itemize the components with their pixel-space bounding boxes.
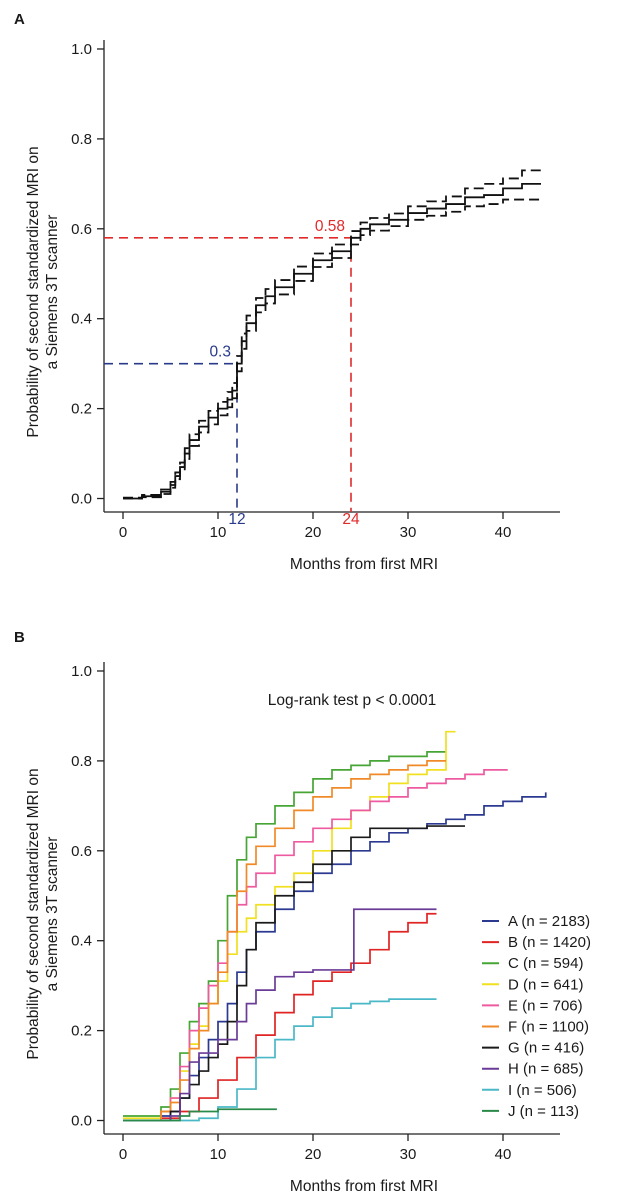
legend-label-j: J (n = 113) <box>508 1103 579 1120</box>
panel-a-y-tick-label: 0.4 <box>71 311 92 328</box>
panel-b-y-tick-label: 1.0 <box>71 663 92 680</box>
legend-label-b: B (n = 1420) <box>508 934 591 951</box>
ref-label-x-24: 24 <box>342 511 360 528</box>
panel-a-series-lower-ci <box>123 198 541 500</box>
panel-b-y-tick-label: 0.8 <box>71 753 92 770</box>
panel-a-x-tick-label: 10 <box>210 524 227 541</box>
panel-b-series-d <box>123 730 456 1120</box>
ref-label-y-24: 0.58 <box>315 218 345 235</box>
panel-a-x-tick-label: 20 <box>305 524 322 541</box>
legend-label-c: C (n = 594) <box>508 955 583 972</box>
ref-label-x-12: 12 <box>228 511 245 528</box>
panel-b-x-tick-label: 30 <box>400 1146 417 1163</box>
panel-b-x-tick-label: 10 <box>210 1146 227 1163</box>
panel-b-series-c <box>123 751 446 1117</box>
panel-b-series-b <box>123 912 437 1122</box>
panel-b-y-tick-label: 0.0 <box>71 1113 92 1130</box>
panel-b-x-tick-label: 40 <box>495 1146 512 1163</box>
panel-b-label: B <box>14 629 25 646</box>
panel-a-x-tick-label: 40 <box>495 524 512 541</box>
ref-label-y-12: 0.3 <box>209 344 231 361</box>
panel-a-x-label: Months from first MRI <box>290 556 438 573</box>
panel-b: B 0.0 0.2 0.4 0.6 0.8 1.0 0 10 20 30 40 A (n = 21… <box>14 629 591 1195</box>
legend-label-a: A (n = 2183) <box>508 913 590 930</box>
panel-a-x-tick-label: 30 <box>400 524 417 541</box>
panel-a-label: A <box>14 11 25 28</box>
panel-b-x-tick-label: 0 <box>119 1146 127 1163</box>
panel-b-x-label: Months from first MRI <box>290 1178 438 1195</box>
panel-b-x-tick-label: 20 <box>305 1146 322 1163</box>
legend-label-i: I (n = 506) <box>508 1082 577 1099</box>
legend-label-h: H (n = 685) <box>508 1061 583 1078</box>
panel-b-series-e <box>123 769 508 1122</box>
panel-b-series-h <box>123 908 437 1122</box>
panel-a-y-tick-label: 0.0 <box>71 491 92 508</box>
panel-b-title: Log-rank test p < 0.0001 <box>268 692 436 709</box>
panel-b-y-tick-label: 0.4 <box>71 933 92 950</box>
panel-a-x-tick-label: 0 <box>119 524 127 541</box>
panel-b-y-label-line2: a Siemens 3T scanner <box>44 837 61 992</box>
panel-b-series-j <box>123 1108 277 1122</box>
panel-a-y-label-line1: Probability of second standardized MRI o… <box>25 146 42 437</box>
legend-label-f: F (n = 1100) <box>508 1019 589 1036</box>
panel-b-series-f <box>123 760 446 1122</box>
panel-a-y-tick-label: 0.8 <box>71 131 92 148</box>
legend-label-e: E (n = 706) <box>508 997 583 1014</box>
panel-a-y-tick-label: 0.6 <box>71 221 92 238</box>
panel-a: A 0.0 0.2 0.4 0.6 0.8 1.0 0 10 20 30 40 0.3 12 0.58… <box>14 11 560 573</box>
panel-b-y-tick-label: 0.6 <box>71 843 92 860</box>
panel-b-y-tick-label: 0.2 <box>71 1023 92 1040</box>
panel-a-y-tick-label: 0.2 <box>71 401 92 418</box>
panel-a-y-label-line2: a Siemens 3T scanner <box>44 215 61 370</box>
panel-b-series-g <box>123 825 465 1122</box>
legend-label-g: G (n = 416) <box>508 1040 584 1057</box>
panel-a-y-tick-label: 1.0 <box>71 41 92 58</box>
panel-b-y-label-line1: Probability of second standardized MRI o… <box>25 768 42 1059</box>
legend-label-d: D (n = 641) <box>508 976 583 993</box>
panel-b-series-i <box>123 998 437 1122</box>
